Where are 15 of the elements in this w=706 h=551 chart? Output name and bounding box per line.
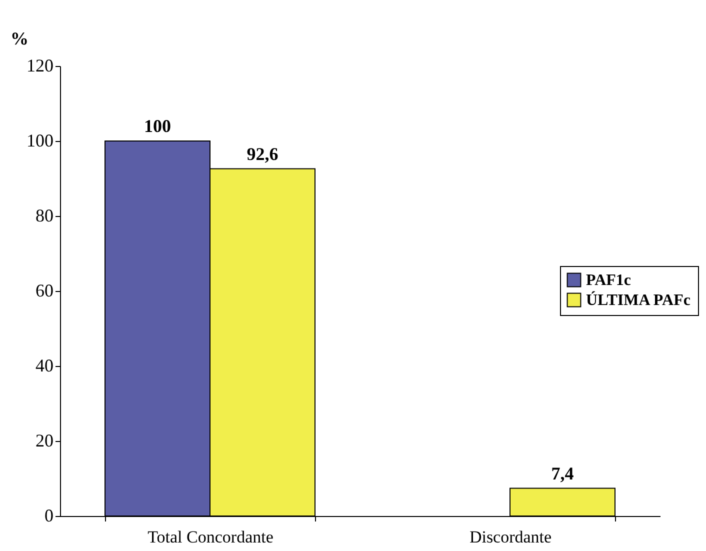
x-tick-label: Total Concordante — [148, 528, 274, 546]
data-label: 100 — [144, 116, 171, 136]
y-tick-label: 20 — [36, 430, 54, 450]
y-axis-title: % — [10, 28, 28, 48]
y-tick-label: 0 — [44, 506, 54, 526]
y-tick-label: 120 — [26, 56, 54, 76]
y-tick-label: 100 — [26, 130, 54, 150]
x-tick-label: Discordante — [469, 528, 552, 546]
data-label: 92,6 — [246, 144, 278, 164]
legend-label: PAF1c — [586, 272, 632, 289]
y-tick-label: 60 — [36, 280, 54, 300]
data-label: 7,4 — [551, 463, 574, 484]
legend-label: ÚLTIMA PAFc — [586, 291, 690, 309]
y-tick-label: 40 — [36, 356, 54, 376]
y-tick-label: 80 — [36, 206, 54, 226]
